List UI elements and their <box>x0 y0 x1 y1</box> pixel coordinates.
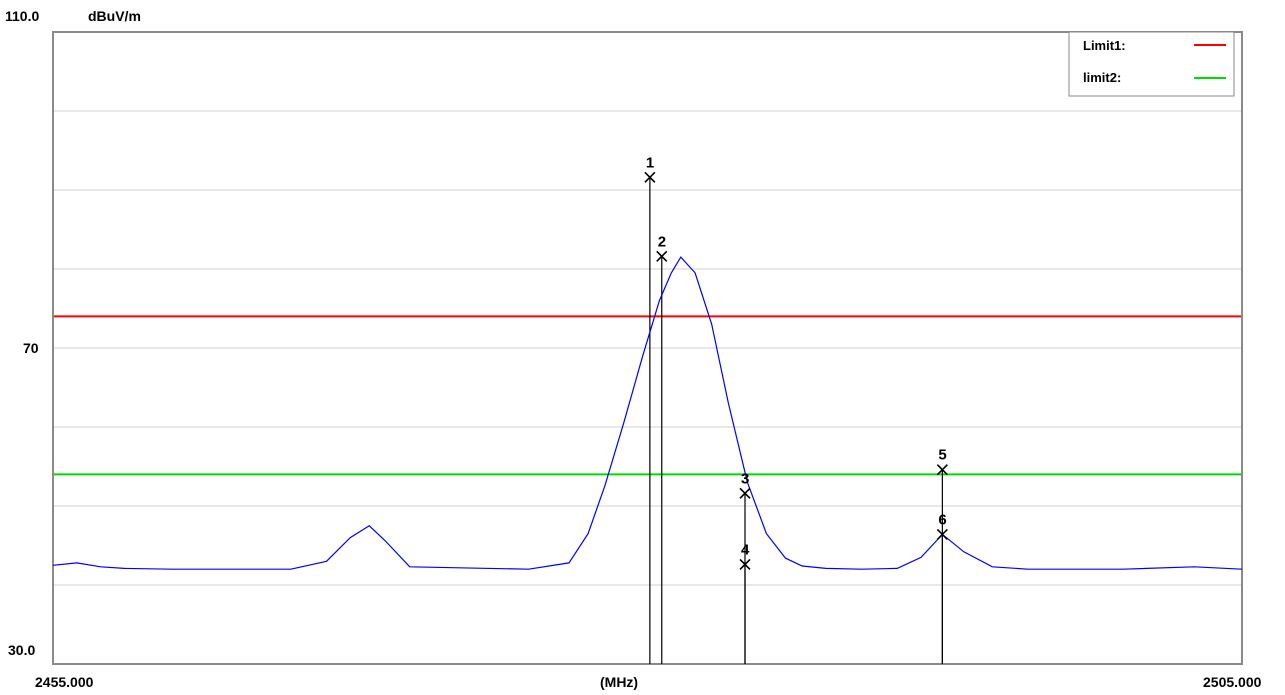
marker-4 <box>739 558 751 571</box>
legend-label-limit1: Limit1: <box>1083 38 1126 53</box>
marker-5 <box>936 464 948 476</box>
legend-label-limit2: limit2: <box>1083 70 1121 85</box>
legend-box <box>1068 31 1235 97</box>
marker-2 <box>656 250 668 262</box>
marker-label-6: 6 <box>938 511 946 528</box>
marker-label-4: 4 <box>741 541 750 558</box>
x-tick-label-left: 2455.000 <box>35 674 94 690</box>
grid-lines <box>54 110 1241 586</box>
limit-lines <box>54 315 1241 476</box>
markers: 1 2 3 4 5 6 <box>644 154 948 571</box>
x-unit-label: (MHz) <box>600 674 638 690</box>
marker-6 <box>936 528 948 541</box>
marker-label-1: 1 <box>646 154 654 171</box>
marker-lines <box>649 177 943 664</box>
marker-3 <box>739 487 751 499</box>
marker-label-5: 5 <box>938 447 946 464</box>
marker-1 <box>644 171 656 183</box>
marker-label-3: 3 <box>741 470 749 487</box>
y-tick-label-top: 110.0 <box>5 8 39 24</box>
y-unit-label: dBuV/m <box>88 8 141 24</box>
y-tick-label-bottom: 30.0 <box>8 642 35 658</box>
y-tick-label-mid: 70 <box>23 340 39 356</box>
marker-label-2: 2 <box>658 233 666 250</box>
x-tick-label-right: 2505.000 <box>1203 674 1262 690</box>
